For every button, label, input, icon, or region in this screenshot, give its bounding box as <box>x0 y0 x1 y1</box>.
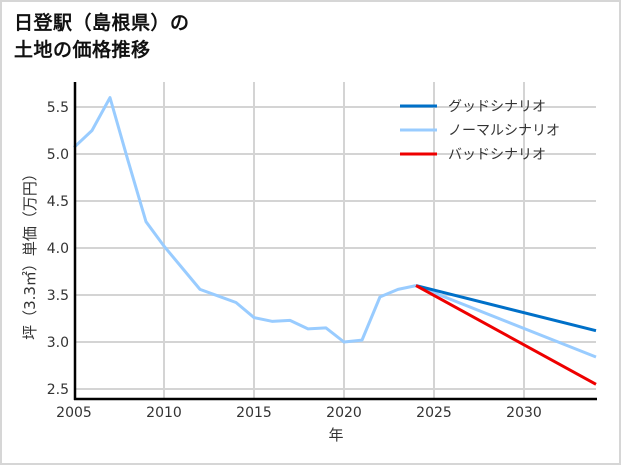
chart-title-line-2: 土地の価格推移 <box>14 39 151 61</box>
legend-label: ノーマルシナリオ <box>448 123 560 139</box>
chart-title: 日登駅（島根県）の 土地の価格推移 <box>14 10 190 64</box>
x-tick-label: 2010 <box>146 405 182 421</box>
series-line <box>415 284 597 386</box>
y-axis-ticks: 2.5 3.0 3.5 4.0 4.5 5.0 5.5 <box>47 100 69 398</box>
y-tick-label: 4.0 <box>47 241 69 257</box>
y-axis-label: 坪（3.3㎡）単価（万円） <box>21 166 39 340</box>
y-tick-label: 5.0 <box>47 147 69 163</box>
series-line <box>415 284 597 333</box>
y-tick-label: 3.0 <box>47 335 69 351</box>
y-tick-label: 4.5 <box>47 194 69 210</box>
x-tick-label: 2005 <box>56 405 92 421</box>
series-line <box>72 96 417 344</box>
series-line <box>415 284 597 359</box>
legend-item: グッドシナリオ <box>400 99 546 115</box>
x-tick-label: 2025 <box>416 405 452 421</box>
x-tick-label: 2020 <box>326 405 362 421</box>
data-series <box>72 96 597 386</box>
y-tick-label: 3.5 <box>47 288 69 304</box>
legend-item: バッドシナリオ <box>400 147 546 163</box>
legend-label: バッドシナリオ <box>448 147 546 163</box>
legend-label: グッドシナリオ <box>448 99 546 115</box>
grid-lines <box>75 82 596 399</box>
chart-title-line-1: 日登駅（島根県）の <box>14 12 190 34</box>
y-tick-label: 5.5 <box>47 100 69 116</box>
legend-item: ノーマルシナリオ <box>400 123 560 139</box>
x-tick-label: 2015 <box>236 405 272 421</box>
y-tick-label: 2.5 <box>47 382 69 398</box>
x-axis-label: 年 <box>328 426 343 444</box>
x-tick-label: 2030 <box>506 405 542 421</box>
x-axis-ticks: 2005 2010 2015 2020 2025 2030 <box>56 405 542 421</box>
